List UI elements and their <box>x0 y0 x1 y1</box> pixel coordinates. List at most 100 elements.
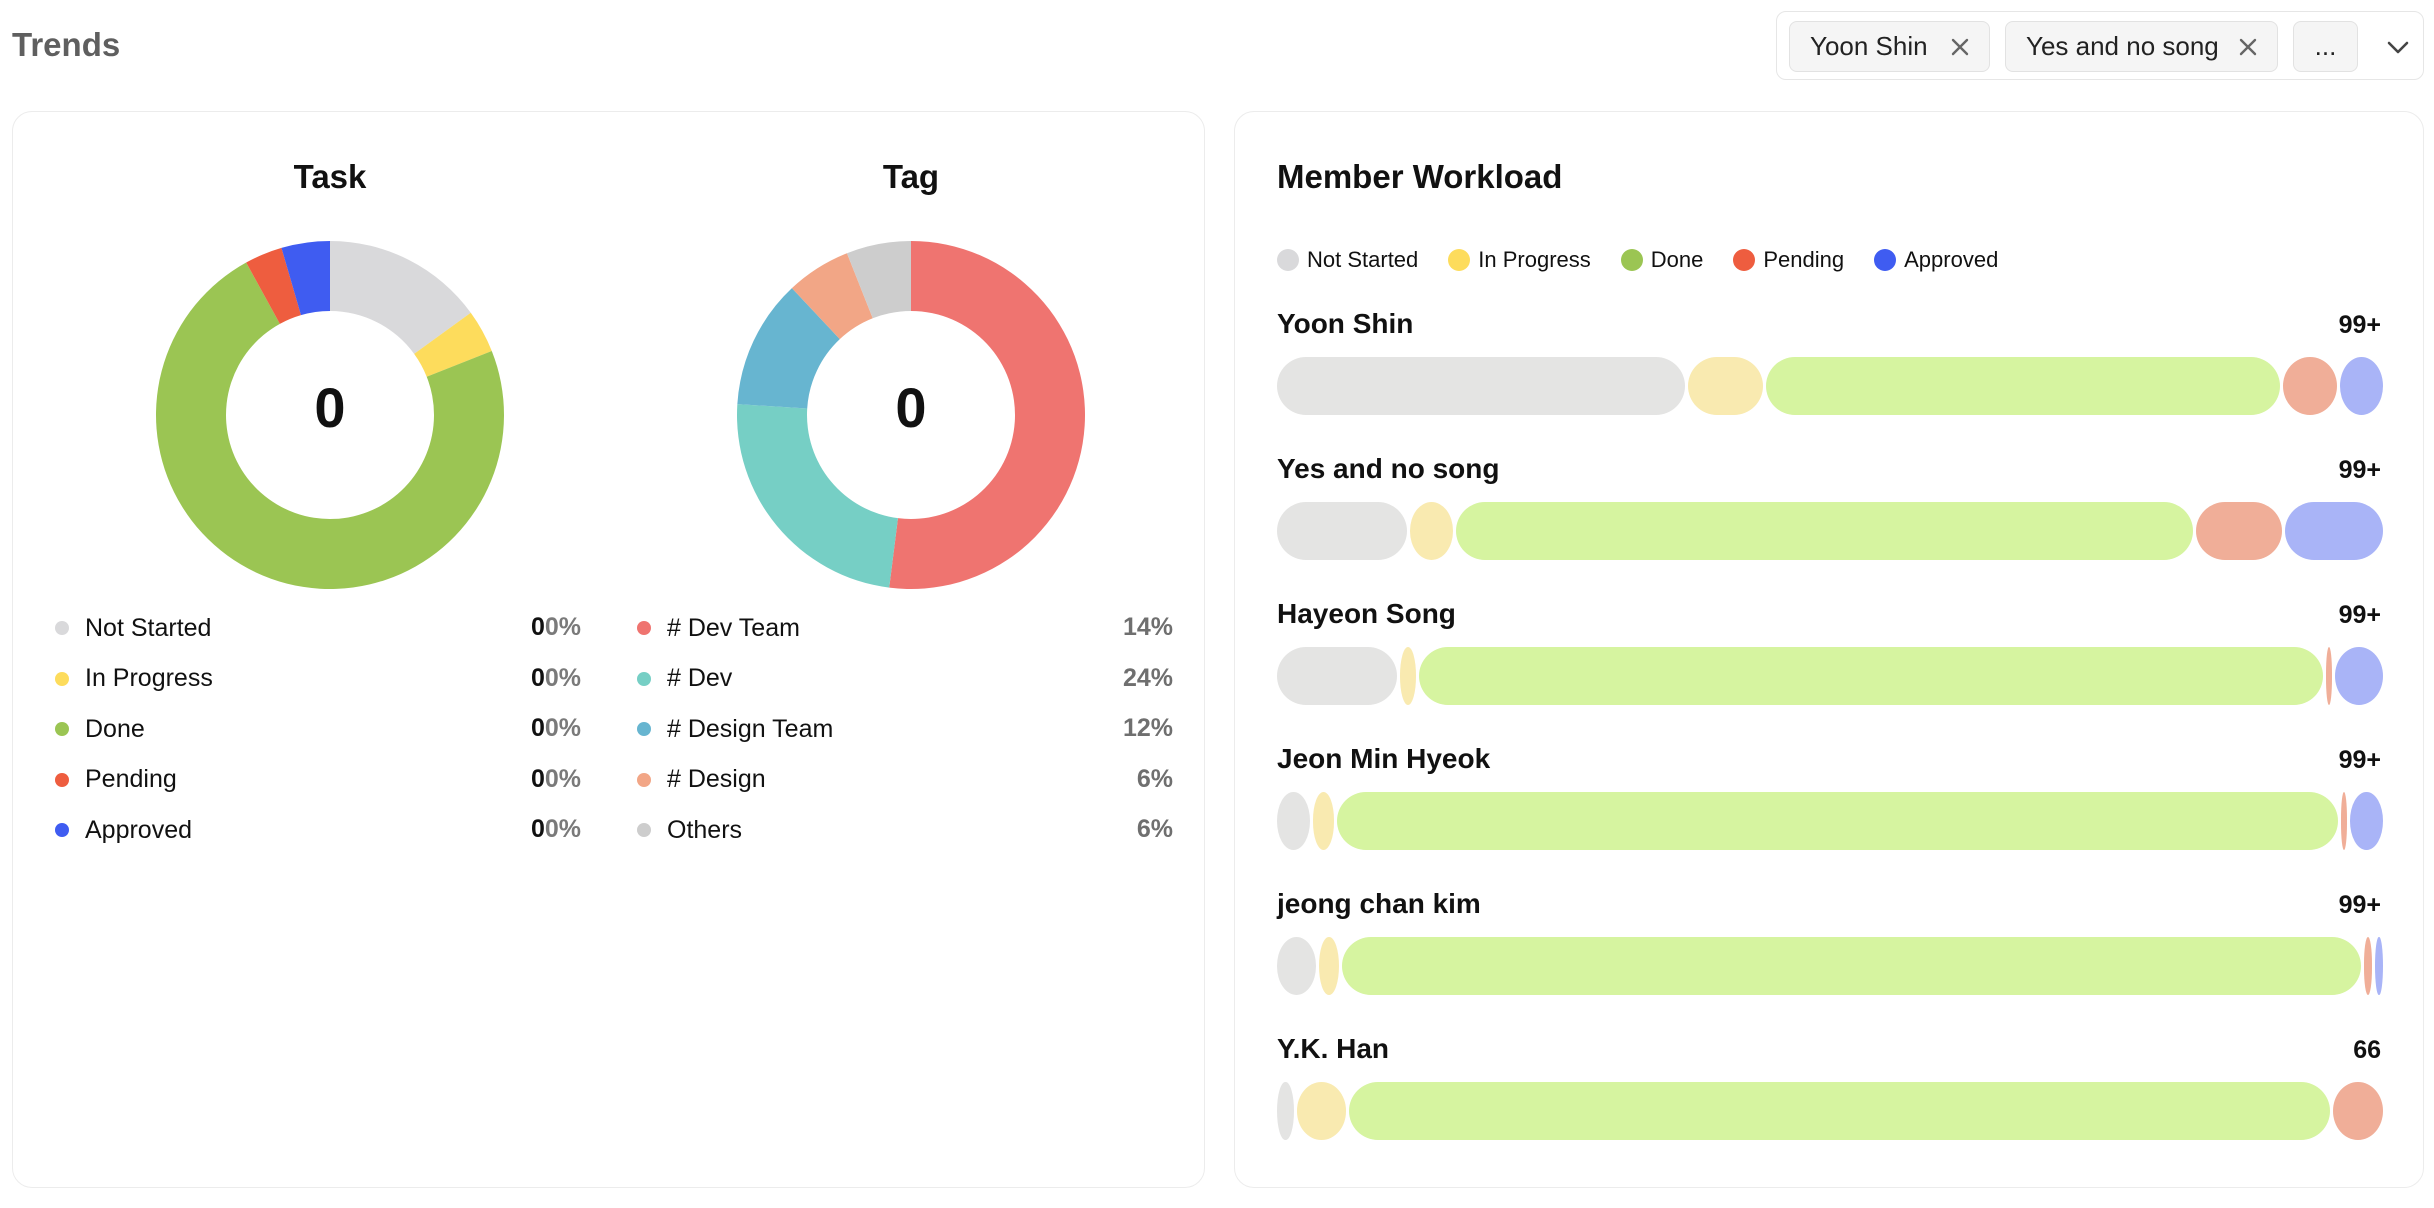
tag-slice-design-team <box>737 288 840 409</box>
legend-percent: 12% <box>1122 714 1173 742</box>
legend-label: Approved <box>85 815 193 844</box>
member-name: Jeon Min Hyeok <box>1277 743 1491 774</box>
legend-label: In Progress <box>85 664 213 692</box>
legend-count: 0 <box>530 613 545 641</box>
workload-legend-item: Done <box>1620 247 1704 273</box>
legend-label: Others <box>667 815 743 844</box>
filter-chip-yoon-shin[interactable]: Yoon Shin <box>1789 21 1990 72</box>
legend-item: In Progress <box>55 659 213 699</box>
member-name: Hayeon Song <box>1277 598 1456 629</box>
legend-dot <box>1277 249 1299 271</box>
legend-percent: 14% <box>1122 613 1173 641</box>
member-task-count: 99+ <box>2338 601 2381 629</box>
legend-dot <box>55 772 69 787</box>
workload-segment-done <box>1419 647 2323 705</box>
workload-segment-pending <box>2363 937 2373 995</box>
tag-slice-others <box>846 241 911 319</box>
task-donut-chart <box>155 241 504 589</box>
legend-dot <box>637 823 651 837</box>
legend-value: 00% <box>461 815 581 844</box>
member-task-count: 66 <box>2353 1036 2381 1064</box>
legend-dot <box>637 722 651 736</box>
workload-segment-done <box>1337 792 2338 850</box>
more-filters-button[interactable]: ... <box>2293 21 2358 72</box>
member-name: Y.K. Han <box>1277 1033 1390 1064</box>
legend-percent: 24% <box>1122 663 1173 692</box>
workload-segment-in-progress <box>1296 1082 1347 1140</box>
legend-percent: 0% <box>544 714 581 742</box>
workload-segment-in-progress <box>1409 502 1454 560</box>
workload-legend-item: Not Started <box>1277 247 1418 273</box>
close-icon[interactable] <box>1949 36 1971 58</box>
legend-count: 0 <box>530 663 545 692</box>
legend-label: Done <box>85 714 145 743</box>
tag-chart-title: Tag <box>882 158 940 195</box>
workload-bar <box>1277 792 2383 850</box>
member-task-count: 99+ <box>2338 456 2381 484</box>
task-slice-approved <box>281 241 330 316</box>
workload-segment-not-started <box>1277 647 1397 705</box>
legend-value: 00% <box>461 664 581 693</box>
workload-legend: Not Started In Progress Done Pending Approve… <box>1277 247 2028 273</box>
task-chart-title: Task <box>293 158 367 195</box>
member-workload-title: Member Workload <box>1277 158 1563 195</box>
legend-label: Pending <box>85 765 177 793</box>
task-slice-done <box>155 262 504 589</box>
workload-segment-done <box>1349 1082 2331 1140</box>
legend-label: Not Started <box>1307 247 1419 272</box>
workload-segment-done <box>1456 502 2193 560</box>
workload-legend-item: Pending <box>1733 247 1844 273</box>
legend-dot <box>55 722 69 736</box>
member-filter-bar[interactable]: Yoon Shin Yes and no song ... <box>1776 11 2424 80</box>
legend-item: # Dev Team <box>637 608 800 648</box>
legend-percent: 0% <box>544 613 581 641</box>
filter-chip-yes-and-no-song[interactable]: Yes and no song <box>2005 21 2278 72</box>
member-task-count: 99+ <box>2338 311 2381 339</box>
legend-item: Others <box>637 810 742 850</box>
task-slice-not-started <box>330 241 471 354</box>
legend-label: Done <box>1650 247 1704 272</box>
workload-segment-in-progress <box>1687 357 1763 415</box>
legend-count: 0 <box>530 714 545 742</box>
workload-segment-pending <box>2333 1082 2383 1140</box>
workload-segment-approved <box>2340 357 2383 415</box>
page-title: Trends <box>12 26 121 63</box>
workload-segment-approved <box>2285 502 2383 560</box>
workload-segment-in-progress <box>1319 937 1339 995</box>
workload-bar <box>1277 937 2383 995</box>
tag-center-value: 0 <box>895 376 927 439</box>
legend-value: 00% <box>461 765 581 794</box>
close-icon[interactable] <box>2237 36 2259 58</box>
member-name: Yes and no song <box>1277 453 1500 484</box>
legend-dot <box>1620 249 1643 271</box>
member-task-count: 99+ <box>2338 746 2381 774</box>
member-name: jeong chan kim <box>1277 888 1481 919</box>
workload-segment-not-started <box>1277 792 1310 850</box>
legend-dot <box>637 671 651 686</box>
legend-dot <box>637 621 651 635</box>
legend-label: # Design Team <box>667 714 834 743</box>
workload-segment-pending <box>2195 502 2283 560</box>
tag-slice-dev <box>737 404 898 588</box>
legend-value: 00% <box>461 714 581 743</box>
legend-item: Not Started <box>55 608 211 648</box>
legend-label: In Progress <box>1478 247 1591 272</box>
workload-segment-approved <box>2350 792 2383 850</box>
legend-label: # Dev <box>667 664 733 692</box>
legend-item: Done <box>55 709 145 749</box>
legend-dot <box>1733 249 1756 271</box>
legend-percent: 0% <box>544 764 581 793</box>
legend-percent: 0% <box>544 663 581 692</box>
workload-bar <box>1277 647 2383 705</box>
legend-dot <box>1448 249 1471 271</box>
legend-count: 0 <box>530 764 545 793</box>
legend-label: Not Started <box>85 613 212 642</box>
workload-segment-not-started <box>1277 502 1407 560</box>
legend-item: # Design <box>637 760 766 800</box>
workload-segment-pending <box>2325 647 2333 705</box>
legend-dot <box>55 671 69 686</box>
legend-dot <box>55 621 69 635</box>
workload-segment-approved <box>2335 647 2383 705</box>
chevron-down-icon[interactable] <box>2385 34 2411 60</box>
tag-donut-chart <box>737 241 1085 589</box>
